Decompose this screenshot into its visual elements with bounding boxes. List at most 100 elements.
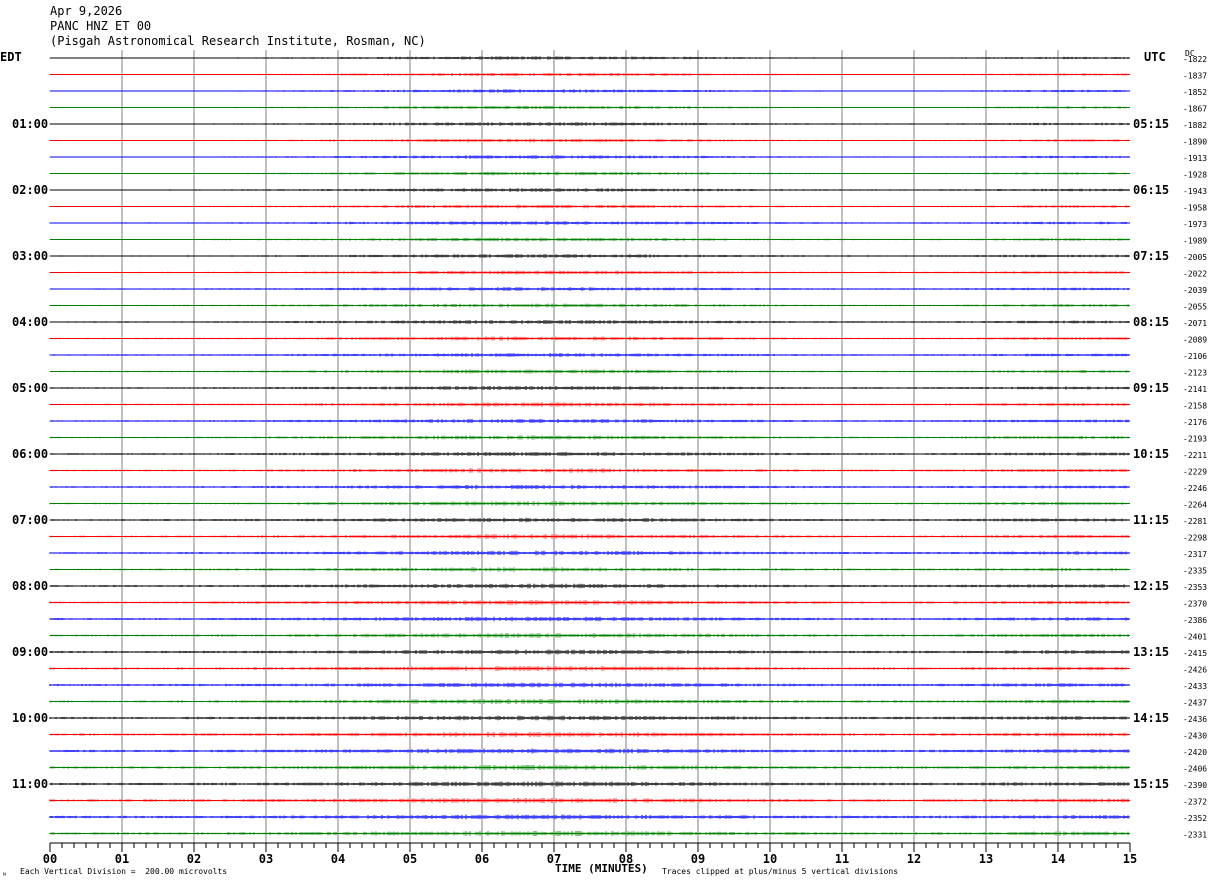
dc-offset-label: -2352 [1183, 814, 1207, 823]
dc-offset-label: -2386 [1183, 616, 1207, 625]
dc-offset-label: -2433 [1183, 682, 1207, 691]
dc-offset-label: -1837 [1183, 72, 1207, 81]
dc-offset-label: -2426 [1183, 666, 1207, 675]
dc-offset-label: -1852 [1183, 88, 1207, 97]
right-hour-label: 09:15 [1133, 381, 1169, 395]
x-tick-label: 07 [547, 852, 561, 866]
trace-noise [49, 682, 1129, 688]
trace-noise [49, 303, 1129, 308]
x-tick-label: 01 [115, 852, 129, 866]
dc-label: DC [1185, 49, 1195, 58]
dc-offset-label: -1989 [1183, 237, 1207, 246]
dc-offset-label: -2353 [1183, 583, 1207, 592]
dc-offset-label: -2370 [1183, 600, 1207, 609]
dc-offset-label: -2158 [1183, 402, 1207, 411]
trace-noise [49, 122, 1129, 126]
dc-offset-label: -2401 [1183, 633, 1207, 642]
x-tick-label: 00 [43, 852, 57, 866]
trace-noise [49, 435, 1129, 440]
trace-noise [49, 320, 1129, 324]
trace-noise [49, 699, 1129, 704]
dc-offset-label: -2123 [1183, 369, 1207, 378]
right-hour-label: 05:15 [1133, 117, 1169, 131]
trace-noise [49, 649, 1129, 655]
x-tick-label: 09 [691, 852, 705, 866]
right-timezone-label: UTC [1144, 50, 1166, 64]
right-hour-label: 10:15 [1133, 447, 1169, 461]
x-tick-label: 12 [907, 852, 921, 866]
trace-noise [49, 798, 1129, 803]
trace-noise [49, 237, 1129, 242]
dc-offset-label: -2055 [1183, 303, 1207, 312]
dc-offset-label: -1822 [1183, 55, 1207, 64]
x-tick-label: 15 [1123, 852, 1137, 866]
left-hour-label: 02:00 [12, 183, 48, 197]
dc-offset-label: -2246 [1183, 484, 1207, 493]
trace-noise [49, 72, 1129, 77]
dc-offset-label: -2317 [1183, 550, 1207, 559]
dc-offset-label: -1913 [1183, 154, 1207, 163]
trace-noise [49, 171, 1129, 176]
x-tick-label: 03 [259, 852, 273, 866]
trace-noise [49, 616, 1129, 622]
left-hour-label: 09:00 [12, 645, 48, 659]
dc-offset-label: -2106 [1183, 352, 1207, 361]
right-hour-label: 08:15 [1133, 315, 1169, 329]
trace-noise [49, 270, 1129, 275]
x-axis-ticks: 00 01 02 03 04 05 06 07 08 09 10 11 12 13 14 15 [43, 843, 1137, 866]
left-hour-label: 05:00 [12, 381, 48, 395]
x-axis-title: TIME (MINUTES) [555, 862, 648, 875]
trace-noise [49, 484, 1129, 490]
scale-note: Each Vertical Division = 200.00 microvol… [20, 867, 228, 876]
left-hour-label: 06:00 [12, 447, 48, 461]
dc-offset-label: -2193 [1183, 435, 1207, 444]
dc-offset-label: -2281 [1183, 517, 1207, 526]
x-tick-label: 05 [403, 852, 417, 866]
trace-noise [49, 89, 1129, 93]
dc-offset-label: -2298 [1183, 534, 1207, 543]
trace-noise [49, 814, 1129, 820]
dc-offset-label: -2420 [1183, 748, 1207, 757]
dc-offset-label: -1958 [1183, 204, 1207, 213]
right-hour-label: 06:15 [1133, 183, 1169, 197]
dc-offset-label: -2211 [1183, 451, 1207, 460]
x-tick-label: 13 [979, 852, 993, 866]
right-hour-label: 14:15 [1133, 711, 1169, 725]
dc-offset-label: -1882 [1183, 121, 1207, 130]
dc-offset-label: -2437 [1183, 699, 1207, 708]
dc-offset-label: -2331 [1183, 831, 1207, 840]
x-tick-label: 02 [187, 852, 201, 866]
trace-noise [49, 105, 1129, 110]
trace-noise [49, 534, 1129, 539]
trace-noise [49, 666, 1129, 671]
left-hour-label: 01:00 [12, 117, 48, 131]
dc-offset-label: -2039 [1183, 286, 1207, 295]
x-tick-label: 11 [835, 852, 849, 866]
trace-noise [49, 501, 1129, 506]
trace-noise [49, 567, 1129, 572]
right-hour-label: 15:15 [1133, 777, 1169, 791]
clip-note: Traces clipped at plus/minus 5 vertical … [662, 867, 899, 876]
trace-noise [49, 451, 1129, 457]
dc-offset-label: -2415 [1183, 649, 1207, 658]
dc-offset-label: -2372 [1183, 798, 1207, 807]
trace-noise [49, 287, 1129, 291]
dc-offset-label: -1943 [1183, 187, 1207, 196]
trace-noise [49, 188, 1129, 192]
right-hour-label: 13:15 [1133, 645, 1169, 659]
dc-offset-label: -1867 [1183, 105, 1207, 114]
trace-noise [49, 715, 1129, 721]
right-hour-label: 12:15 [1133, 579, 1169, 593]
left-hour-label: 07:00 [12, 513, 48, 527]
trace-noise [49, 781, 1129, 787]
dc-offset-label: -2005 [1183, 253, 1207, 262]
trace-noise [49, 254, 1129, 258]
header-station: PANC HNZ ET 00 [50, 19, 152, 33]
dc-offset-label: -2436 [1183, 715, 1207, 724]
x-tick-label: 08 [619, 852, 633, 866]
minute-gridlines [121, 50, 1059, 843]
dc-offset-label: -2390 [1183, 781, 1207, 790]
trace-noise [49, 550, 1129, 556]
trace-noise [49, 732, 1129, 737]
trace-noise [49, 155, 1129, 159]
